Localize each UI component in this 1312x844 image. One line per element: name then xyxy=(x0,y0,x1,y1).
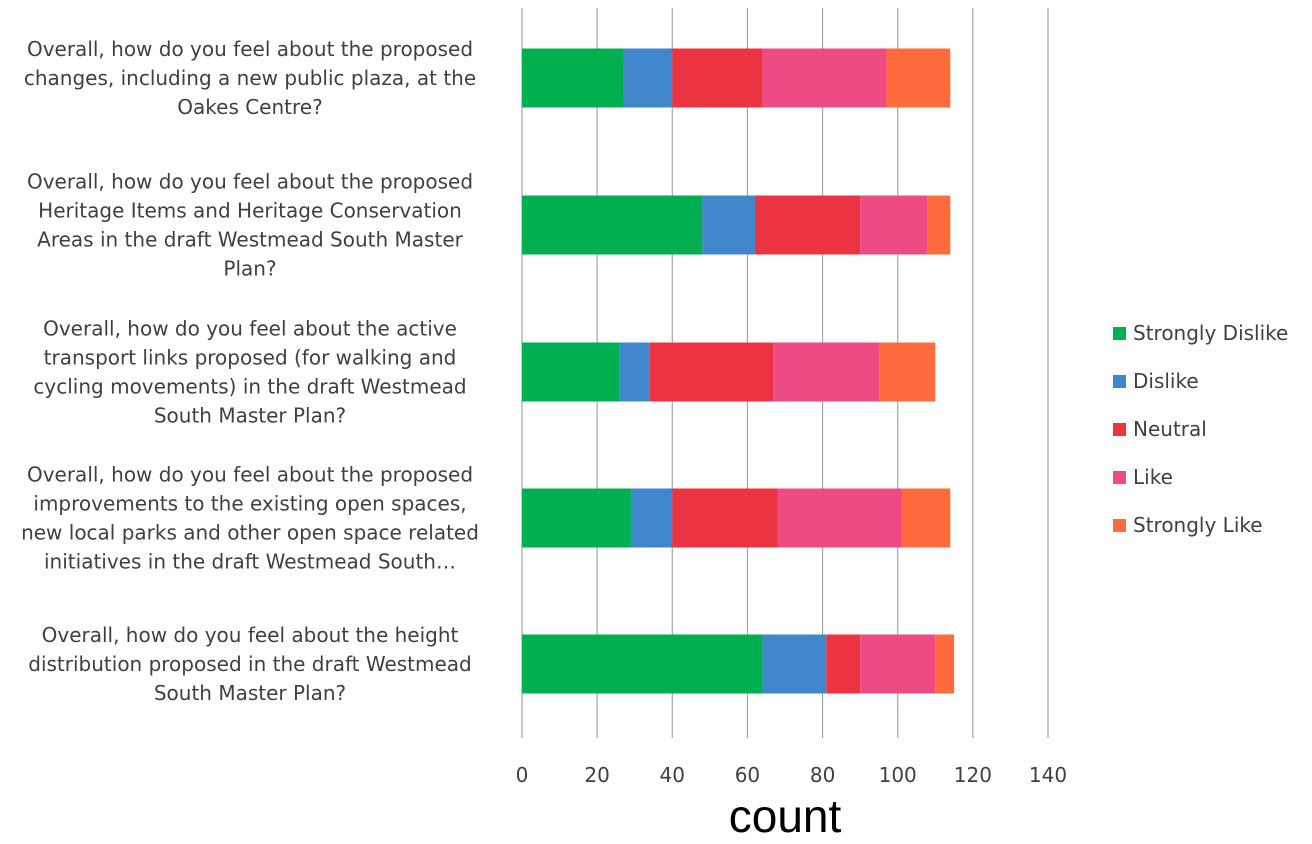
legend-label: Strongly Like xyxy=(1133,513,1263,537)
bar-segment-q3-like xyxy=(773,342,879,402)
bar-segment-q5-strongly-like xyxy=(935,634,955,694)
x-tick-label-20: 20 xyxy=(584,763,609,787)
bar-segment-q1-strongly-dislike xyxy=(522,48,624,108)
bar-segment-q2-neutral xyxy=(754,195,861,255)
legend-item-dislike: Dislike xyxy=(1113,369,1199,393)
bar-segment-q5-like xyxy=(860,634,936,694)
bar-segment-q2-dislike xyxy=(702,195,755,255)
bar-segment-q2-like xyxy=(860,195,928,255)
category-label-q3: Overall, how do you feel about the activ… xyxy=(33,317,466,428)
bar-segment-q3-neutral xyxy=(649,342,774,402)
bar-segment-q3-strongly-dislike xyxy=(522,342,620,402)
bar-segment-q4-strongly-like xyxy=(901,488,951,548)
category-label-line: Overall, how do you feel about the activ… xyxy=(43,317,457,341)
category-label-line: Areas in the draft Westmead South Master xyxy=(37,228,463,252)
legend-item-like: Like xyxy=(1113,465,1173,489)
category-label-line: Overall, how do you feel about the propo… xyxy=(27,170,473,194)
bar-segment-q1-dislike xyxy=(623,48,673,108)
category-label-line: improvements to the existing open spaces… xyxy=(33,492,466,516)
bar-segment-q4-dislike xyxy=(630,488,673,548)
bar-segment-q4-like xyxy=(777,488,902,548)
bar-segment-q1-strongly-like xyxy=(886,48,951,108)
category-label-line: South Master Plan? xyxy=(154,681,346,705)
bar-segment-q3-dislike xyxy=(619,342,650,402)
legend-label: Neutral xyxy=(1133,417,1207,441)
bars xyxy=(522,48,955,694)
legend-swatch xyxy=(1113,327,1126,340)
legend-swatch xyxy=(1113,375,1126,388)
bar-segment-q4-neutral xyxy=(672,488,778,548)
category-label-line: Oakes Centre? xyxy=(177,95,322,119)
bar-segment-q5-neutral xyxy=(826,634,861,694)
category-label-q2: Overall, how do you feel about the propo… xyxy=(27,170,473,281)
category-label-line: cycling movements) in the draft Westmead xyxy=(33,375,466,399)
category-label-line: South Master Plan? xyxy=(154,404,346,428)
bar-segment-q3-strongly-like xyxy=(878,342,936,402)
legend-label: Like xyxy=(1133,465,1173,489)
bar-segment-q2-strongly-dislike xyxy=(522,195,703,255)
legend-item-strongly-dislike: Strongly Dislike xyxy=(1113,321,1288,345)
category-labels: Overall, how do you feel about the propo… xyxy=(21,37,479,705)
category-label-line: Overall, how do you feel about the propo… xyxy=(27,37,473,61)
legend-label: Strongly Dislike xyxy=(1133,321,1288,345)
category-label-line: Overall, how do you feel about the heigh… xyxy=(42,623,459,647)
x-tick-label-140: 140 xyxy=(1029,763,1067,787)
legend-item-strongly-like: Strongly Like xyxy=(1113,513,1263,537)
legend-item-neutral: Neutral xyxy=(1113,417,1207,441)
bar-segment-q5-dislike xyxy=(762,634,827,694)
bar-segment-q1-neutral xyxy=(672,48,763,108)
category-label-line: Heritage Items and Heritage Conservation xyxy=(38,199,462,223)
x-tick-label-80: 80 xyxy=(810,763,835,787)
bar-segment-q5-strongly-dislike xyxy=(522,634,763,694)
category-label-line: Plan? xyxy=(223,257,276,281)
category-label-line: new local parks and other open space rel… xyxy=(21,521,479,545)
category-label-line: transport links proposed (for walking an… xyxy=(44,346,457,370)
x-tick-label-100: 100 xyxy=(879,763,917,787)
category-label-line: distribution proposed in the draft Westm… xyxy=(28,652,472,676)
bar-segment-q1-like xyxy=(762,48,887,108)
bar-segment-q4-strongly-dislike xyxy=(522,488,631,548)
x-axis-title: count xyxy=(729,790,842,842)
category-label-line: initiatives in the draft Westmead South… xyxy=(44,550,456,574)
category-label-line: Overall, how do you feel about the propo… xyxy=(27,463,473,487)
category-label-q5: Overall, how do you feel about the heigh… xyxy=(28,623,472,705)
x-tick-labels: 0 20 40 60 80 100 120 140 xyxy=(516,763,1067,787)
category-label-q1: Overall, how do you feel about the propo… xyxy=(24,37,476,119)
legend: Strongly Dislike Dislike Neutral Like Strong… xyxy=(1113,321,1288,537)
legend-label: Dislike xyxy=(1133,369,1199,393)
legend-swatch xyxy=(1113,423,1126,436)
x-tick-label-120: 120 xyxy=(954,763,992,787)
x-tick-label-0: 0 xyxy=(516,763,529,787)
category-label-line: changes, including a new public plaza, a… xyxy=(24,66,476,90)
x-tick-label-40: 40 xyxy=(660,763,685,787)
x-tick-label-60: 60 xyxy=(735,763,760,787)
legend-swatch xyxy=(1113,471,1126,484)
legend-swatch xyxy=(1113,519,1126,532)
category-label-q4: Overall, how do you feel about the propo… xyxy=(21,463,479,574)
bar-segment-q2-strongly-like xyxy=(927,195,951,255)
